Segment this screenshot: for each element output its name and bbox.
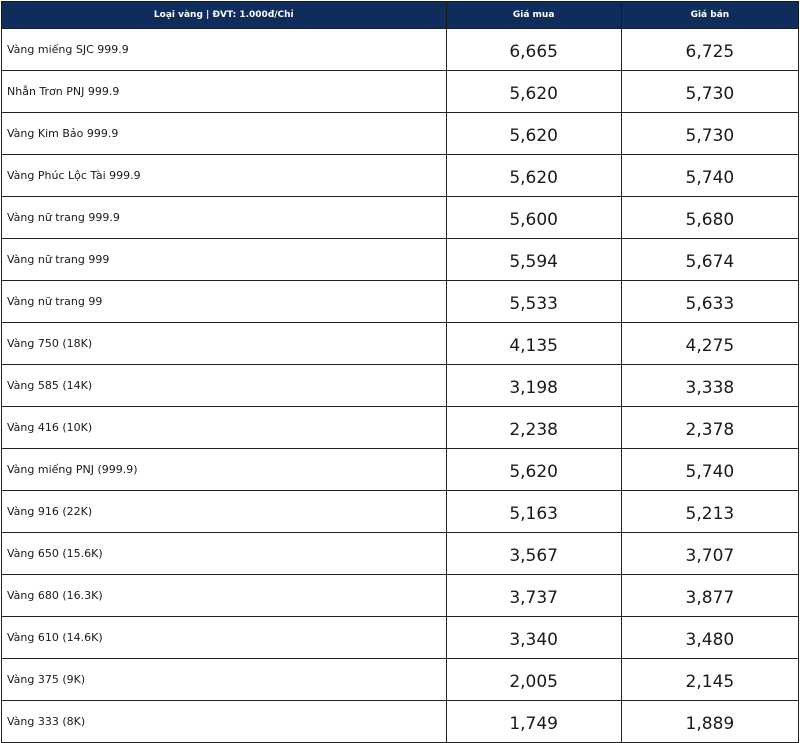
- table-header: Loại vàng | ĐVT: 1.000đ/Chỉ Giá mua Giá …: [1, 1, 800, 29]
- gold-type-cell: Vàng Phúc Lộc Tài 999.9: [1, 154, 447, 197]
- sell-price-cell: 3,707: [620, 532, 800, 575]
- table-row: Vàng 416 (10K) 2,238 2,378: [1, 406, 800, 449]
- table-row: Vàng 650 (15.6K) 3,567 3,707: [1, 532, 800, 575]
- table-row: Vàng nữ trang 999 5,594 5,674: [1, 238, 800, 281]
- sell-price-cell: 5,740: [620, 154, 800, 197]
- table-row: Vàng nữ trang 99 5,533 5,633: [1, 280, 800, 323]
- sell-price-cell: 6,725: [620, 28, 800, 71]
- sell-price-cell: 5,213: [620, 490, 800, 533]
- sell-price-cell: 5,674: [620, 238, 800, 281]
- gold-type-cell: Vàng miếng SJC 999.9: [1, 28, 447, 71]
- table-row: Vàng 333 (8K) 1,749 1,889: [1, 700, 800, 743]
- buy-price-cell: 2,005: [445, 658, 622, 701]
- table-row: Vàng miếng PNJ (999.9) 5,620 5,740: [1, 448, 800, 491]
- column-header-sell-price: Giá bán: [620, 1, 800, 29]
- gold-type-cell: Vàng 416 (10K): [1, 406, 447, 449]
- gold-type-cell: Vàng 610 (14.6K): [1, 616, 447, 659]
- buy-price-cell: 5,163: [445, 490, 622, 533]
- buy-price-cell: 5,620: [445, 112, 622, 155]
- table-body: Vàng miếng SJC 999.9 6,665 6,725 Nhẫn Trơn …: [1, 28, 800, 743]
- header-row: Loại vàng | ĐVT: 1.000đ/Chỉ Giá mua Giá …: [1, 1, 800, 29]
- sell-price-cell: 2,145: [620, 658, 800, 701]
- table-row: Vàng miếng SJC 999.9 6,665 6,725: [1, 28, 800, 71]
- sell-price-cell: 4,275: [620, 322, 800, 365]
- buy-price-cell: 2,238: [445, 406, 622, 449]
- buy-price-cell: 5,620: [445, 154, 622, 197]
- table-row: Vàng 916 (22K) 5,163 5,213: [1, 490, 800, 533]
- buy-price-cell: 5,594: [445, 238, 622, 281]
- buy-price-cell: 6,665: [445, 28, 622, 71]
- sell-price-cell: 5,730: [620, 70, 800, 113]
- sell-price-cell: 5,730: [620, 112, 800, 155]
- table-row: Vàng 610 (14.6K) 3,340 3,480: [1, 616, 800, 659]
- gold-type-cell: Vàng 680 (16.3K): [1, 574, 447, 617]
- table-row: Vàng 375 (9K) 2,005 2,145: [1, 658, 800, 701]
- buy-price-cell: 3,340: [445, 616, 622, 659]
- sell-price-cell: 5,633: [620, 280, 800, 323]
- sell-price-cell: 2,378: [620, 406, 800, 449]
- table-row: Vàng Phúc Lộc Tài 999.9 5,620 5,740: [1, 154, 800, 197]
- sell-price-cell: 3,877: [620, 574, 800, 617]
- gold-type-cell: Vàng 333 (8K): [1, 700, 447, 743]
- table-row: Vàng 750 (18K) 4,135 4,275: [1, 322, 800, 365]
- sell-price-cell: 5,680: [620, 196, 800, 239]
- sell-price-cell: 3,480: [620, 616, 800, 659]
- gold-type-cell: Nhẫn Trơn PNJ 999.9: [1, 70, 447, 113]
- gold-type-cell: Vàng 750 (18K): [1, 322, 447, 365]
- gold-type-cell: Vàng 650 (15.6K): [1, 532, 447, 575]
- table-row: Vàng nữ trang 999.9 5,600 5,680: [1, 196, 800, 239]
- gold-type-cell: Vàng miếng PNJ (999.9): [1, 448, 447, 491]
- buy-price-cell: 4,135: [445, 322, 622, 365]
- table-row: Nhẫn Trơn PNJ 999.9 5,620 5,730: [1, 70, 800, 113]
- gold-type-cell: Vàng nữ trang 999.9: [1, 196, 447, 239]
- buy-price-cell: 1,749: [445, 700, 622, 743]
- buy-price-cell: 3,567: [445, 532, 622, 575]
- sell-price-cell: 5,740: [620, 448, 800, 491]
- gold-type-cell: Vàng 375 (9K): [1, 658, 447, 701]
- buy-price-cell: 3,737: [445, 574, 622, 617]
- sell-price-cell: 3,338: [620, 364, 800, 407]
- buy-price-cell: 5,533: [445, 280, 622, 323]
- gold-type-cell: Vàng 916 (22K): [1, 490, 447, 533]
- buy-price-cell: 3,198: [445, 364, 622, 407]
- table-row: Vàng 680 (16.3K) 3,737 3,877: [1, 574, 800, 617]
- gold-type-cell: Vàng nữ trang 999: [1, 238, 447, 281]
- gold-type-cell: Vàng nữ trang 99: [1, 280, 447, 323]
- buy-price-cell: 5,620: [445, 448, 622, 491]
- column-header-buy-price: Giá mua: [445, 1, 622, 29]
- column-header-gold-type: Loại vàng | ĐVT: 1.000đ/Chỉ: [1, 1, 447, 29]
- gold-type-cell: Vàng 585 (14K): [1, 364, 447, 407]
- buy-price-cell: 5,620: [445, 70, 622, 113]
- gold-type-cell: Vàng Kim Bảo 999.9: [1, 112, 447, 155]
- table-row: Vàng 585 (14K) 3,198 3,338: [1, 364, 800, 407]
- sell-price-cell: 1,889: [620, 700, 800, 743]
- table-row: Vàng Kim Bảo 999.9 5,620 5,730: [1, 112, 800, 155]
- buy-price-cell: 5,600: [445, 196, 622, 239]
